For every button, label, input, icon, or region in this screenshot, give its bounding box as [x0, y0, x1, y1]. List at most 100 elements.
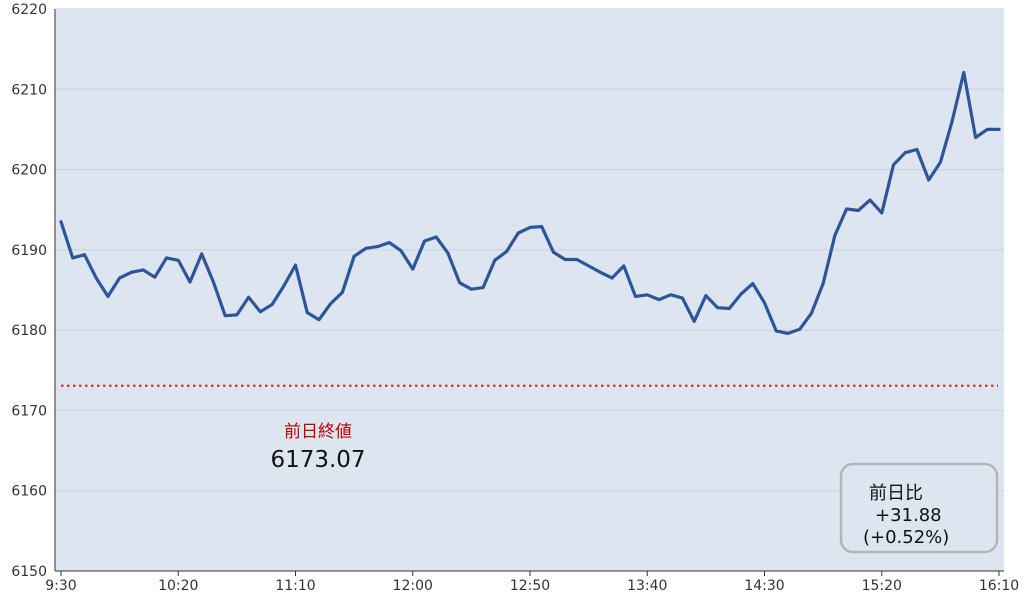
x-tick-label: 12:00 — [393, 578, 433, 594]
data-point — [469, 287, 473, 291]
data-point — [83, 253, 86, 257]
y-tick-label: 6220 — [11, 2, 47, 18]
data-point — [915, 148, 919, 151]
change-label: 前日比 — [869, 483, 923, 504]
data-point — [880, 211, 884, 215]
data-point — [528, 225, 532, 229]
x-tick-label: 12:50 — [510, 578, 550, 594]
data-point — [798, 327, 802, 331]
x-tick-label: 9:30 — [45, 578, 76, 594]
data-point — [387, 241, 391, 245]
data-point — [868, 198, 872, 202]
data-point — [669, 293, 673, 297]
data-point — [399, 249, 403, 253]
data-point — [681, 296, 684, 300]
data-point — [364, 246, 368, 250]
data-point — [258, 310, 262, 314]
data-point — [270, 303, 274, 306]
data-point — [610, 276, 614, 280]
data-point — [821, 282, 825, 285]
data-point — [317, 318, 321, 322]
data-point — [892, 163, 895, 167]
data-point — [434, 235, 438, 239]
data-point — [153, 275, 157, 279]
data-point — [118, 276, 122, 280]
data-point — [212, 280, 215, 284]
change-percent: (+0.52%) — [863, 527, 949, 548]
y-tick-label: 6190 — [11, 243, 47, 259]
x-tick-label: 10:20 — [158, 578, 198, 594]
change-box-frame — [839, 462, 999, 554]
x-tick-label: 11:10 — [275, 578, 315, 594]
y-axis-ticks: 6150 6160 6170 6180 6190 6200 6210 6220 — [11, 2, 47, 580]
data-point — [411, 267, 415, 271]
data-point — [997, 128, 1001, 131]
data-point — [376, 245, 379, 249]
y-tick-label: 6180 — [11, 323, 47, 339]
data-point — [833, 234, 837, 237]
data-point — [282, 284, 286, 288]
x-tick-label: 15:20 — [862, 578, 902, 594]
data-point — [692, 319, 696, 323]
data-point — [352, 254, 356, 258]
data-point — [341, 291, 344, 294]
change-value: +31.88 — [875, 505, 942, 526]
data-point — [903, 151, 907, 155]
data-point — [774, 329, 778, 333]
y-tick-label: 6200 — [11, 163, 47, 179]
previous-close-label: 前日終値 — [284, 422, 352, 442]
data-point — [739, 292, 743, 296]
data-point — [516, 231, 520, 235]
data-point — [505, 250, 508, 253]
data-point — [763, 301, 766, 305]
data-point — [200, 252, 204, 256]
y-tick-label: 6170 — [11, 403, 47, 419]
data-point — [141, 268, 145, 272]
data-point — [223, 314, 227, 318]
data-point — [305, 311, 309, 314]
data-point — [540, 225, 544, 228]
data-point — [329, 302, 333, 306]
data-point — [587, 264, 591, 268]
data-point — [446, 251, 450, 255]
data-point — [962, 71, 966, 74]
series-points — [59, 71, 1001, 335]
data-point — [188, 280, 192, 284]
data-point — [71, 256, 75, 260]
data-point — [974, 136, 977, 139]
data-point — [938, 160, 942, 164]
data-point — [716, 306, 719, 310]
x-tick-label: 16:10 — [979, 578, 1019, 594]
data-point — [247, 295, 251, 299]
data-point — [845, 207, 848, 211]
y-tick-label: 6160 — [11, 484, 47, 500]
data-point — [423, 239, 426, 243]
data-point — [458, 281, 462, 285]
data-point — [563, 258, 567, 261]
data-point — [598, 270, 602, 274]
data-point — [59, 220, 63, 224]
data-point — [575, 258, 579, 261]
data-point — [94, 276, 98, 280]
x-tick-label: 14:30 — [744, 578, 784, 594]
data-point — [165, 256, 168, 260]
data-point — [727, 307, 731, 310]
data-point — [657, 298, 661, 302]
data-point — [645, 293, 649, 297]
data-point — [751, 282, 755, 285]
change-box: 前日比 +31.88 (+0.52%) — [839, 462, 999, 554]
data-point — [856, 209, 860, 212]
gridlines — [55, 8, 1004, 492]
y-tick-label: 6150 — [11, 564, 47, 580]
data-point — [493, 258, 497, 262]
data-point — [176, 258, 180, 262]
data-point — [129, 270, 133, 274]
data-point — [106, 295, 110, 298]
data-point — [481, 286, 485, 289]
x-axis-ticks: 9:30 10:20 11:10 12:00 12:50 13:40 14:30 15:20 1… — [45, 571, 1019, 594]
data-point — [786, 331, 790, 335]
data-point — [704, 294, 708, 298]
data-point — [294, 263, 297, 267]
data-point — [985, 128, 989, 131]
